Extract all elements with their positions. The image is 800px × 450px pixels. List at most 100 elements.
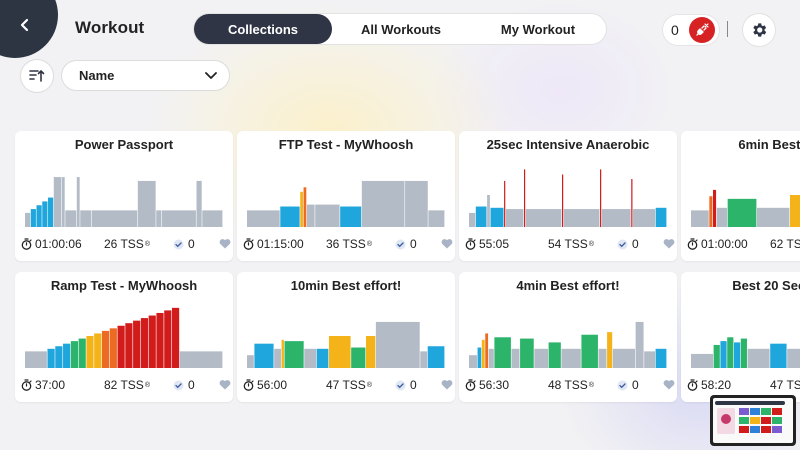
duration: 01:00:00 — [687, 237, 748, 251]
workout-card[interactable]: Best 20 Sec Power 58:20 47 TSS® 0 — [681, 272, 800, 402]
heart-icon — [441, 239, 453, 249]
interval-tempo — [581, 334, 598, 368]
interval-tempo — [713, 344, 720, 368]
duration-value: 56:00 — [257, 378, 288, 392]
interval-endurance — [340, 206, 362, 227]
workout-card[interactable]: FTP Test - MyWhoosh 01:15:00 36 TSS ® 0 — [237, 131, 455, 261]
interval-recovery — [202, 210, 223, 227]
interval-threshold — [94, 333, 102, 368]
workout-title: 6min Best effort! — [738, 137, 800, 152]
device-connection-status[interactable]: 0 — [663, 15, 719, 45]
favorite-button[interactable] — [219, 238, 231, 249]
screen-preview-thumbnail[interactable] — [710, 395, 796, 446]
page-title: Workout — [75, 18, 145, 37]
interval-recovery — [644, 351, 655, 368]
interval-recovery — [76, 177, 80, 227]
completed-count: 0 — [617, 378, 639, 392]
interval-threshold — [607, 332, 613, 368]
workout-card[interactable]: 4min Best effort! 56:30 48 TSS ® 0 — [459, 272, 677, 402]
duration: 01:00:06 — [21, 237, 82, 251]
favorite-button[interactable] — [219, 379, 231, 390]
favorite-button[interactable] — [663, 379, 675, 390]
check-circle-icon — [617, 380, 628, 390]
workout-card[interactable]: 25sec Intensive Anaerobic 55:05 54 TSS ® … — [459, 131, 677, 261]
interval-recovery — [306, 204, 315, 227]
interval-threshold — [366, 336, 376, 368]
workout-card[interactable]: 6min Best effort! 01:00:00 62 TSS® 0 — [681, 131, 800, 261]
tss-value: 48 TSS — [548, 378, 588, 392]
sort-order-button[interactable] — [21, 60, 53, 92]
workout-card[interactable]: Power Passport 01:00:06 26 TSS ® 0 — [15, 131, 233, 261]
preview-tile — [750, 417, 760, 424]
stopwatch-icon — [243, 379, 254, 391]
workout-stats: 01:00:00 62 TSS® 0 — [687, 237, 800, 253]
workout-card[interactable]: Ramp Test - MyWhoosh 37:00 82 TSS ® 0 — [15, 272, 233, 402]
duration-value: 58:20 — [701, 378, 732, 392]
workout-stats: 01:15:00 36 TSS ® 0 — [243, 237, 453, 253]
sort-dropdown[interactable]: Name — [62, 61, 229, 90]
interval-anaerobic — [631, 179, 633, 227]
preview-tile — [761, 417, 771, 424]
workout-title: Ramp Test - MyWhoosh — [50, 278, 198, 293]
interval-recovery — [315, 204, 340, 227]
interval-recovery — [196, 180, 202, 227]
interval-endurance — [36, 205, 42, 227]
tss: 36 TSS ® — [326, 237, 372, 251]
tab-collections[interactable]: Collections — [194, 14, 332, 44]
heart-icon — [663, 239, 675, 249]
workout-profile-chart — [25, 307, 223, 368]
favorite-button[interactable] — [441, 379, 453, 390]
heart-icon — [441, 380, 453, 390]
interval-recovery — [563, 209, 600, 227]
tab-all-workouts[interactable]: All Workouts — [361, 21, 441, 37]
tss: 82 TSS ® — [104, 378, 150, 392]
preview-tile — [739, 426, 749, 433]
completed-value: 0 — [632, 378, 639, 392]
interval-vo2max — [101, 330, 110, 368]
interval-anaerobic — [562, 174, 564, 227]
workout-profile-chart — [469, 321, 667, 368]
interval-recovery — [405, 180, 428, 227]
interval-recovery — [65, 210, 77, 227]
preview-tile — [761, 426, 771, 433]
interval-recovery — [691, 353, 714, 368]
interval-recovery — [247, 210, 280, 227]
stopwatch-icon — [465, 379, 476, 391]
sort-ascending-icon — [29, 70, 45, 82]
settings-button[interactable] — [743, 14, 775, 46]
registered-mark: ® — [366, 381, 372, 389]
favorite-button[interactable] — [441, 238, 453, 249]
interval-recovery — [601, 209, 631, 227]
sort-value: Name — [79, 68, 115, 83]
interval-anaerobic — [171, 307, 180, 368]
tab-my-workout[interactable]: My Workout — [500, 21, 576, 37]
tss-value: 47 TSS — [326, 378, 366, 392]
interval-anaerobic — [148, 315, 156, 368]
duration-value: 37:00 — [35, 378, 66, 392]
heart-icon — [219, 239, 231, 249]
interval-anaerobic — [125, 323, 133, 368]
workout-card[interactable]: 10min Best effort! 56:00 47 TSS ® 0 — [237, 272, 455, 402]
interval-recovery — [179, 351, 223, 368]
tss: 54 TSS ® — [548, 237, 594, 251]
interval-vo2max — [485, 333, 489, 368]
interval-recovery — [304, 348, 317, 368]
interval-vo2max — [109, 328, 117, 368]
duration: 55:05 — [465, 237, 509, 251]
interval-anaerobic — [156, 312, 164, 368]
interval-endurance — [48, 197, 54, 227]
interval-recovery — [61, 177, 65, 227]
interval-tempo — [548, 342, 561, 368]
interval-recovery — [633, 209, 656, 227]
interval-tempo — [78, 338, 86, 368]
interval-recovery — [80, 210, 92, 227]
preview-tile — [761, 408, 771, 415]
tss-value: 26 TSS — [104, 237, 144, 251]
duration: 01:15:00 — [243, 237, 304, 251]
interval-recovery — [787, 348, 800, 368]
tss-value: 47 TSS — [770, 378, 800, 392]
interval-recovery — [361, 180, 405, 227]
favorite-button[interactable] — [663, 238, 675, 249]
completed-value: 0 — [410, 378, 417, 392]
unplugged-icon — [689, 17, 715, 43]
